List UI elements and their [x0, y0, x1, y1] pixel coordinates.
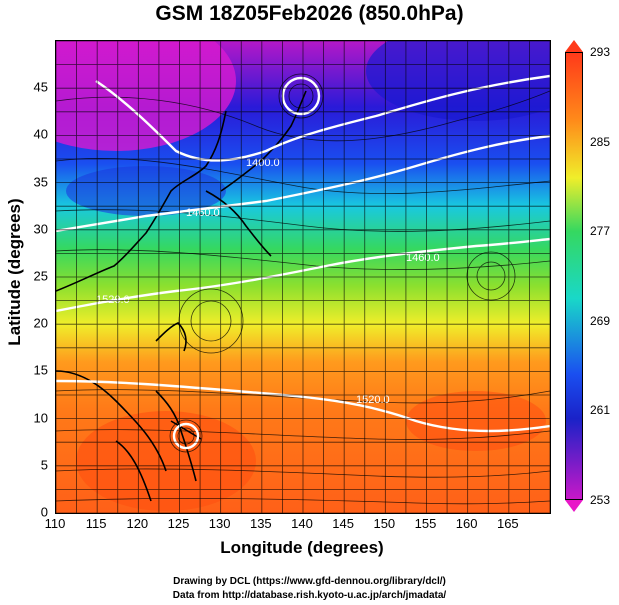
colorbar: [565, 40, 583, 512]
y-tick-label: 5: [40, 457, 48, 473]
y-tick-label: 10: [33, 410, 48, 426]
y-tick-label: 15: [33, 362, 48, 378]
contour-label: 1520.0: [96, 294, 130, 306]
y-tick-label: 40: [33, 126, 48, 142]
chart-title: GSM 18Z05Feb2026 (850.0hPa): [155, 2, 464, 25]
x-tick-label: 115: [85, 516, 107, 531]
y-axis-label: Latitude (degrees): [5, 198, 24, 346]
lat-lon-grid: [56, 41, 550, 513]
y-tick-label: 25: [33, 268, 48, 284]
x-tick-label: 110: [44, 516, 66, 531]
x-tick-label: 155: [414, 516, 437, 531]
y-tick-label: 0: [40, 504, 48, 520]
x-tick-label: 150: [373, 516, 396, 531]
colorbar-min-arrow: [565, 500, 583, 512]
x-tick-label: 145: [332, 516, 355, 531]
contour-label: 1460.0: [186, 207, 220, 219]
streamline-overlay: 1400.0 1520.0 1460.0 1460.0 1520.0: [56, 41, 550, 511]
credit-drawing: Drawing by DCL (https://www.gfd-dennou.o…: [173, 576, 446, 587]
x-tick-label: 130: [208, 516, 231, 531]
y-tick-label: 45: [33, 79, 48, 95]
x-tick-label: 120: [126, 516, 149, 531]
height-contours: [56, 74, 550, 450]
colorbar-tick-label: 261: [590, 403, 611, 418]
x-tick-label: 165: [496, 516, 519, 531]
x-axis-label: Longitude (degrees): [220, 538, 384, 557]
x-tick-label: 160: [455, 516, 478, 531]
x-tick-label: 125: [167, 516, 190, 531]
colorbar-tick-label: 277: [590, 224, 611, 239]
colorbar-tick-label: 253: [590, 493, 611, 507]
x-tick-label: 140: [291, 516, 313, 531]
y-tick-label: 20: [33, 315, 48, 331]
y-tick-label: 30: [33, 221, 48, 237]
contour-label: 1460.0: [406, 252, 440, 264]
colorbar-tick-label: 285: [590, 134, 611, 149]
x-tick-label: 135: [249, 516, 272, 531]
colorbar-tick-label: 269: [590, 313, 611, 328]
contour-label: 1400.0: [246, 157, 280, 169]
colorbar-tick-label: 293: [590, 45, 611, 59]
credit-data: Data from http://database.rish.kyoto-u.a…: [172, 590, 447, 601]
y-tick-label: 35: [33, 174, 48, 190]
map-panel: 1400.0 1520.0 1460.0 1460.0 1520.0: [55, 40, 551, 514]
colorbar-gradient: [565, 52, 583, 500]
colorbar-max-arrow: [565, 40, 583, 52]
